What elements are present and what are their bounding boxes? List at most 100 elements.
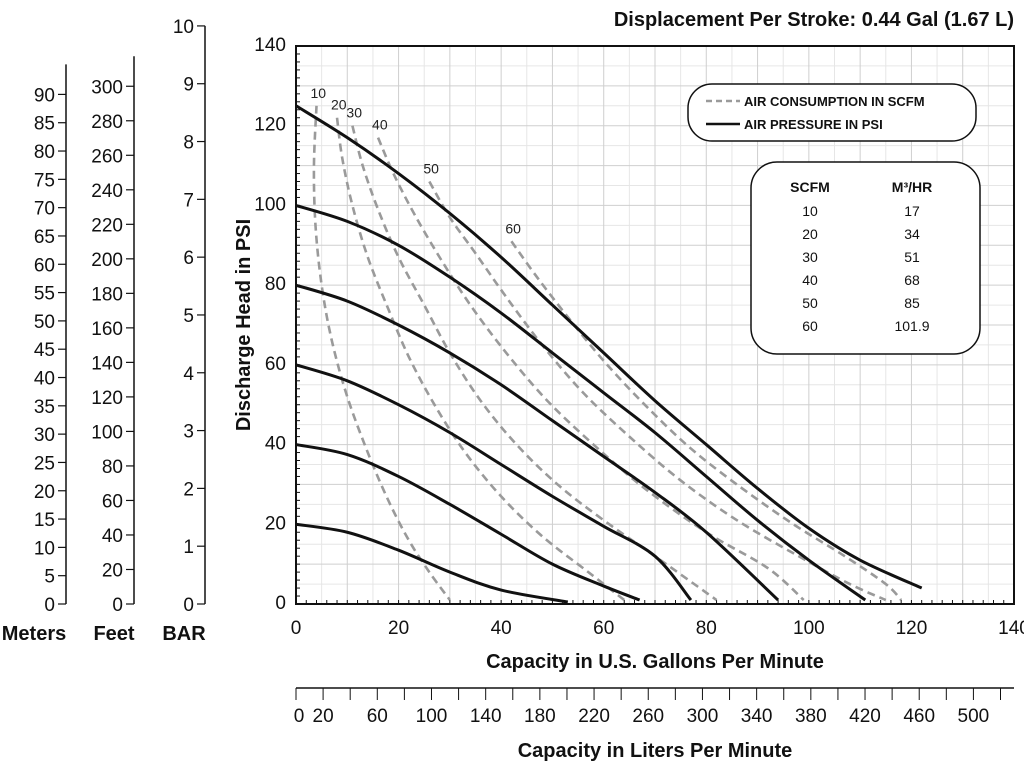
x-tick-label: 0: [291, 618, 302, 639]
side-scale-tick-label: 300: [91, 77, 123, 98]
liters-tick-label: 300: [687, 706, 719, 727]
y-tick-label: 20: [265, 513, 286, 534]
side-scale-tick-label: 70: [34, 199, 55, 220]
side-scale-tick-label: 10: [173, 17, 194, 38]
side-scale-tick-label: 75: [34, 170, 55, 191]
air-pressure-curve-4: [295, 283, 780, 602]
side-scale-tick-label: 1: [183, 537, 194, 558]
side-scale-tick-label: 15: [34, 510, 55, 531]
side-scale-tick-label: 35: [34, 397, 55, 418]
liters-tick-label: 20: [313, 706, 334, 727]
side-scale-tick-label: 55: [34, 284, 55, 305]
air-pressure-curve-5: [295, 203, 867, 602]
side-scale-tick-label: 140: [91, 353, 123, 374]
conversion-table-header: M³/HR: [892, 179, 932, 195]
side-scale-tick-label: 90: [34, 85, 55, 106]
air-consumption-label-20: 20: [331, 97, 347, 113]
side-scale-tick-label: 30: [34, 425, 55, 446]
liters-axis-title: Capacity in Liters Per Minute: [518, 740, 793, 762]
y-tick-label: 80: [265, 274, 286, 295]
liters-tick-label: 0: [294, 706, 305, 727]
side-scale-tick-label: 50: [34, 312, 55, 333]
liters-tick-label: 340: [741, 706, 773, 727]
x-tick-label: 40: [491, 618, 512, 639]
side-scale-tick-label: 45: [34, 340, 55, 361]
conversion-table-cell: 50: [802, 295, 818, 311]
side-scale-tick-label: 0: [44, 595, 55, 616]
liters-tick-label: 140: [470, 706, 502, 727]
side-scale-tick-label: 280: [91, 112, 123, 133]
side-scale-tick-label: 85: [34, 114, 55, 135]
side-scale-tick-label: 100: [91, 422, 123, 443]
side-scale-tick-label: 260: [91, 146, 123, 167]
side-scale-tick-label: 60: [102, 491, 123, 512]
side-scale-tick-label: 10: [34, 538, 55, 559]
x-tick-label: 80: [696, 618, 717, 639]
air-consumption-curve-50: [428, 180, 887, 602]
air-consumption-curve-60: [510, 240, 903, 601]
side-scale-tick-label: 120: [91, 388, 123, 409]
air-consumption-label-10: 10: [311, 85, 327, 101]
conversion-table-cell: 34: [904, 226, 920, 242]
x-tick-label: 20: [388, 618, 409, 639]
legend-label-air-pressure: AIR PRESSURE IN PSI: [744, 117, 883, 132]
x-tick-label: 120: [896, 618, 928, 639]
legend-label-air-consumption: AIR CONSUMPTION IN SCFM: [744, 94, 925, 109]
x-tick-label: 140: [998, 618, 1024, 639]
air-pressure-curve-1: [295, 522, 569, 604]
y-tick-label: 0: [275, 593, 286, 614]
side-scale-tick-label: 60: [34, 255, 55, 276]
side-scale-tick-label: 80: [102, 457, 123, 478]
air-consumption-curve-10: [312, 105, 451, 601]
air-consumption-label-50: 50: [423, 161, 439, 177]
side-scale-tick-label: 220: [91, 215, 123, 236]
side-scale-tick-label: 40: [34, 369, 55, 390]
conversion-table-cell: 85: [904, 295, 920, 311]
conversion-table-cell: 40: [802, 272, 818, 288]
side-scale-tick-label: 20: [34, 482, 55, 503]
conversion-table-cell: 60: [802, 318, 818, 334]
air-consumption-label-60: 60: [505, 220, 521, 236]
conversion-table-cell: 10: [802, 203, 818, 219]
air-consumption-label-30: 30: [346, 105, 362, 121]
side-scale-tick-label: 7: [183, 190, 194, 211]
liters-tick-label: 460: [903, 706, 935, 727]
side-scale-tick-label: 20: [102, 560, 123, 581]
conversion-table-box: [750, 161, 981, 355]
y-tick-label: 140: [254, 35, 286, 56]
liters-tick-label: 380: [795, 706, 827, 727]
side-scale-tick-label: 5: [183, 306, 194, 327]
legend-box: [687, 83, 977, 142]
chart-title: Displacement Per Stroke: 0.44 Gal (1.67 …: [614, 9, 1014, 31]
side-scale-tick-label: 3: [183, 422, 194, 443]
conversion-table-cell: 51: [904, 249, 920, 265]
x-tick-label: 60: [593, 618, 614, 639]
liters-tick-label: 220: [578, 706, 610, 727]
air-pressure-curve-2: [295, 443, 641, 602]
conversion-table-cell: 101.9: [894, 318, 929, 334]
liters-tick-label: 500: [958, 706, 990, 727]
side-scale-tick-label: 5: [44, 567, 55, 588]
y-axis-title: Discharge Head in PSI: [233, 219, 255, 431]
side-scale-tick-label: 180: [91, 284, 123, 305]
side-scale-tick-label: 160: [91, 319, 123, 340]
side-scale-tick-label: 6: [183, 248, 194, 269]
conversion-table-header: SCFM: [790, 179, 830, 195]
side-scale-tick-label: 2: [183, 479, 194, 500]
x-axis-title: Capacity in U.S. Gallons Per Minute: [486, 651, 824, 673]
conversion-table-cell: 17: [904, 203, 920, 219]
side-scale-tick-label: 9: [183, 75, 194, 96]
y-tick-label: 120: [254, 115, 286, 136]
side-scale-title-meters: Meters: [2, 623, 66, 645]
conversion-table-cell: 68: [904, 272, 920, 288]
liters-tick-label: 260: [632, 706, 664, 727]
side-scale-tick-label: 65: [34, 227, 55, 248]
side-scale-tick-label: 0: [112, 595, 123, 616]
side-scale-tick-label: 0: [183, 595, 194, 616]
air-pressure-curve-6: [295, 104, 923, 590]
air-consumption-curve-20: [335, 117, 626, 602]
y-tick-label: 40: [265, 434, 286, 455]
side-scale-tick-label: 8: [183, 133, 194, 154]
side-scale-tick-label: 4: [183, 364, 194, 385]
